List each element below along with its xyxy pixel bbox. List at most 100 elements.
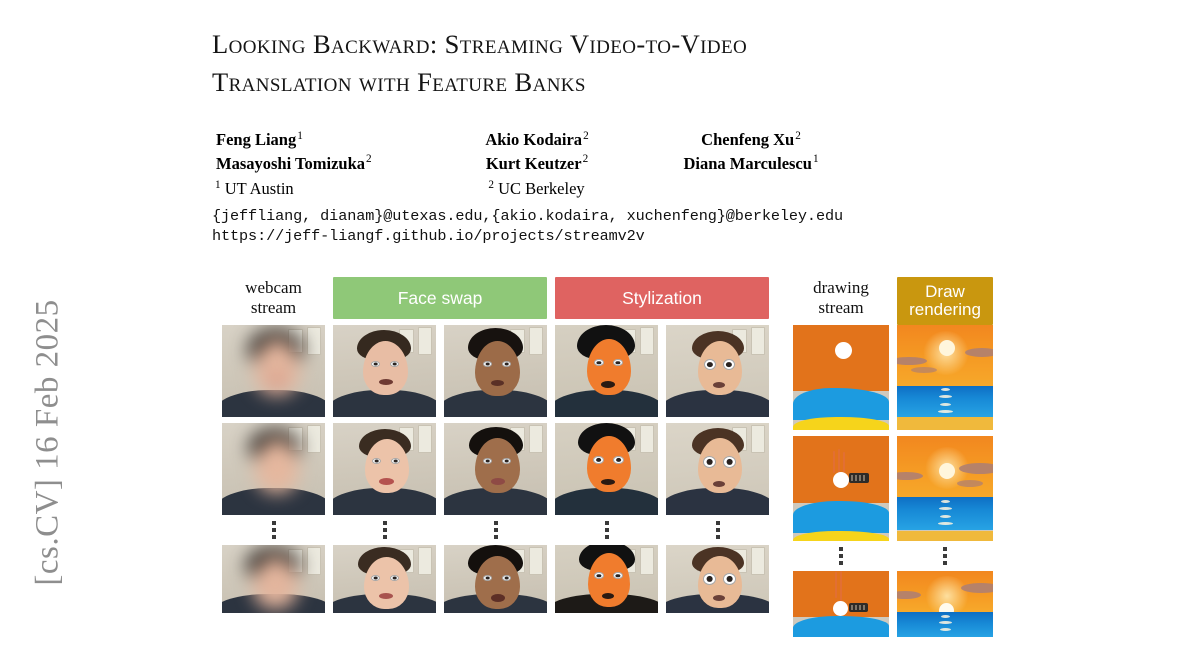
author-name: Akio Kodaira bbox=[485, 130, 583, 150]
vertical-ellipsis-icon bbox=[333, 521, 436, 539]
affiliation-marker: 2 bbox=[488, 178, 494, 191]
author-affil-marker: 2 bbox=[795, 129, 801, 142]
frame-webcam-n[interactable] bbox=[222, 545, 325, 613]
figure-row bbox=[793, 436, 993, 541]
author-affil-marker: 2 bbox=[582, 153, 589, 166]
column-face-swap-2 bbox=[444, 325, 547, 417]
contact-block: {jeffliang, dianam}@utexas.edu,{akio.kod… bbox=[212, 206, 1052, 248]
vertical-ellipsis-icon bbox=[444, 521, 547, 539]
page-title: Looking Backward: Streaming Video-to-Vid… bbox=[212, 0, 1052, 101]
author-affil-marker: 1 bbox=[812, 153, 819, 166]
column-webcam-stream bbox=[222, 325, 325, 417]
column-face-swap-1 bbox=[333, 423, 436, 515]
author-name: Kurt Keutzer bbox=[485, 153, 582, 173]
column-stylization-2 bbox=[666, 423, 769, 515]
drawing-columns-group: drawing stream Draw rendering bbox=[793, 277, 993, 637]
figure-row bbox=[222, 325, 769, 417]
frame-drawing-1[interactable] bbox=[793, 325, 889, 430]
frame-draw-rendering-1[interactable] bbox=[897, 325, 993, 430]
column-webcam-stream bbox=[222, 545, 325, 613]
author-entry: Feng Liang1 bbox=[212, 128, 430, 151]
frame-webcam-1[interactable] bbox=[222, 325, 325, 417]
project-url[interactable]: https://jeff-liangf.github.io/projects/s… bbox=[212, 227, 645, 246]
frame-face-swap-1-1[interactable] bbox=[333, 325, 436, 417]
header-face-swap: Face swap bbox=[333, 277, 547, 319]
column-draw-rendering bbox=[897, 436, 993, 541]
author-name: Feng Liang bbox=[216, 130, 297, 150]
column-draw-rendering bbox=[897, 325, 993, 430]
affiliation-marker: 1 bbox=[215, 178, 221, 191]
frame-stylization-1-n[interactable] bbox=[555, 545, 658, 613]
author-name: Masayoshi Tomizuka bbox=[216, 153, 365, 173]
draw-cursor-widget bbox=[848, 602, 868, 612]
frame-stylization-2-n[interactable] bbox=[666, 545, 769, 613]
author-entry: Masayoshi Tomizuka2 bbox=[212, 152, 430, 175]
vertical-ellipsis-icon bbox=[793, 547, 889, 565]
column-drawing-stream bbox=[793, 325, 889, 430]
affiliation-row: 1 UT Austin 2 UC Berkeley bbox=[212, 177, 858, 200]
page-title-line-1: Looking Backward: Streaming Video-to-Vid… bbox=[212, 29, 748, 59]
frame-draw-rendering-n[interactable] bbox=[897, 571, 993, 637]
frame-stylization-2-1[interactable] bbox=[666, 325, 769, 417]
author-entry: Diana Marculescu1 bbox=[644, 152, 858, 175]
vertical-ellipsis-icon bbox=[897, 547, 993, 565]
page-title-line-2: Translation with Feature Banks bbox=[212, 66, 586, 97]
column-stylization-2 bbox=[666, 545, 769, 613]
affiliation-name: UC Berkeley bbox=[498, 179, 585, 199]
column-stylization-1 bbox=[555, 423, 658, 515]
header-draw-rendering-line-2: rendering bbox=[909, 300, 981, 319]
author-entry: Akio Kodaira2 bbox=[430, 128, 644, 151]
header-webcam-stream: webcam stream bbox=[222, 277, 325, 325]
frame-face-swap-2-2[interactable] bbox=[444, 423, 547, 515]
header-webcam-stream-line-1: webcam bbox=[245, 278, 302, 297]
frame-webcam-2[interactable] bbox=[222, 423, 325, 515]
author-entry: Chenfeng Xu2 bbox=[644, 128, 858, 151]
header-stylization: Stylization bbox=[555, 277, 769, 319]
author-name: Diana Marculescu bbox=[683, 153, 812, 173]
affiliation-entry: 1 UT Austin bbox=[212, 177, 429, 200]
frame-stylization-1-2[interactable] bbox=[555, 423, 658, 515]
column-stylization-1 bbox=[555, 545, 658, 613]
header-webcam-stream-line-2: stream bbox=[250, 298, 297, 318]
frame-draw-rendering-2[interactable] bbox=[897, 436, 993, 541]
author-affil-marker: 2 bbox=[366, 153, 372, 166]
header-draw-rendering: Draw rendering bbox=[897, 277, 993, 325]
figure-ellipsis-row bbox=[222, 515, 769, 545]
column-stylization-2 bbox=[666, 325, 769, 417]
column-face-swap-2 bbox=[444, 545, 547, 613]
column-draw-rendering bbox=[897, 571, 993, 637]
frame-face-swap-1-n[interactable] bbox=[333, 545, 436, 613]
draw-cursor-widget bbox=[848, 472, 869, 483]
paper-column: Looking Backward: Streaming Video-to-Vid… bbox=[212, 0, 1052, 648]
author-block: Feng Liang1 Akio Kodaira2 Chenfeng Xu2 M… bbox=[212, 128, 858, 200]
column-stylization-1 bbox=[555, 325, 658, 417]
column-face-swap-1 bbox=[333, 545, 436, 613]
frame-drawing-n[interactable] bbox=[793, 571, 889, 637]
frame-stylization-2-2[interactable] bbox=[666, 423, 769, 515]
affiliation-spacer bbox=[643, 177, 858, 200]
header-draw-rendering-line-1: Draw bbox=[925, 281, 965, 301]
author-name: Chenfeng Xu bbox=[701, 130, 795, 150]
author-emails: {jeffliang, dianam}@utexas.edu,{akio.kod… bbox=[212, 206, 843, 225]
figure-row bbox=[222, 545, 769, 613]
figure-row bbox=[793, 325, 993, 430]
author-entry: Kurt Keutzer2 bbox=[430, 152, 644, 175]
figure-ellipsis-row bbox=[793, 541, 993, 571]
arxiv-stamp: [cs.CV] 16 Feb 2025 bbox=[29, 299, 66, 586]
face-columns-group: webcam stream Face swap Stylization bbox=[222, 277, 769, 613]
frame-face-swap-2-1[interactable] bbox=[444, 325, 547, 417]
author-row: Masayoshi Tomizuka2 Kurt Keutzer2 Diana … bbox=[212, 152, 858, 175]
figure-row bbox=[793, 571, 993, 637]
column-drawing-stream bbox=[793, 436, 889, 541]
frame-face-swap-2-n[interactable] bbox=[444, 545, 547, 613]
frame-drawing-2[interactable] bbox=[793, 436, 889, 541]
header-drawing-stream-line-1: drawing bbox=[813, 278, 869, 297]
author-affil-marker: 1 bbox=[297, 129, 303, 142]
affiliation-entry: 2 UC Berkeley bbox=[429, 177, 644, 200]
header-drawing-stream-line-2: stream bbox=[818, 298, 864, 318]
teaser-figure: webcam stream Face swap Stylization bbox=[222, 277, 1052, 637]
column-face-swap-1 bbox=[333, 325, 436, 417]
frame-face-swap-1-2[interactable] bbox=[333, 423, 436, 515]
affiliation-name: UT Austin bbox=[224, 179, 294, 199]
frame-stylization-1-1[interactable] bbox=[555, 325, 658, 417]
